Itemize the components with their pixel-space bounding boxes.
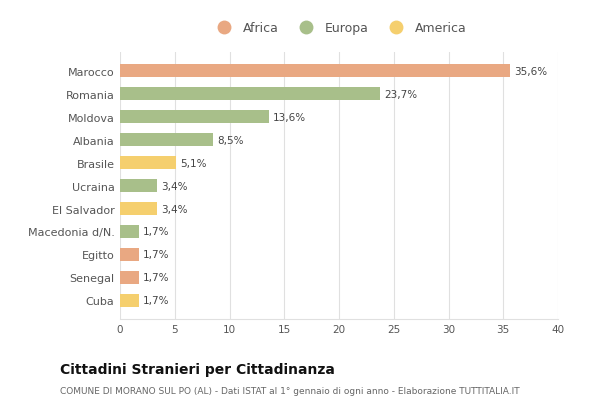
Text: Cittadini Stranieri per Cittadinanza: Cittadini Stranieri per Cittadinanza: [60, 362, 335, 376]
Bar: [120, 249, 139, 261]
Text: 3,4%: 3,4%: [161, 181, 188, 191]
Text: 8,5%: 8,5%: [217, 135, 244, 145]
Legend: Africa, Europa, America: Africa, Europa, America: [211, 22, 467, 35]
Text: 1,7%: 1,7%: [143, 250, 169, 260]
Text: 35,6%: 35,6%: [514, 67, 547, 76]
Bar: [120, 180, 157, 192]
Text: 1,7%: 1,7%: [143, 227, 169, 237]
Bar: [120, 226, 139, 238]
Bar: [120, 294, 139, 307]
Text: 1,7%: 1,7%: [143, 296, 169, 306]
Bar: [120, 157, 176, 169]
Text: 5,1%: 5,1%: [180, 158, 207, 168]
Text: 13,6%: 13,6%: [274, 112, 307, 122]
Bar: [120, 88, 380, 101]
Bar: [120, 134, 213, 146]
Text: COMUNE DI MORANO SUL PO (AL) - Dati ISTAT al 1° gennaio di ogni anno - Elaborazi: COMUNE DI MORANO SUL PO (AL) - Dati ISTA…: [60, 387, 520, 396]
Bar: [120, 111, 269, 124]
Bar: [120, 272, 139, 284]
Bar: [120, 65, 510, 78]
Bar: [120, 203, 157, 215]
Text: 3,4%: 3,4%: [161, 204, 188, 214]
Text: 1,7%: 1,7%: [143, 273, 169, 283]
Text: 23,7%: 23,7%: [384, 90, 417, 99]
